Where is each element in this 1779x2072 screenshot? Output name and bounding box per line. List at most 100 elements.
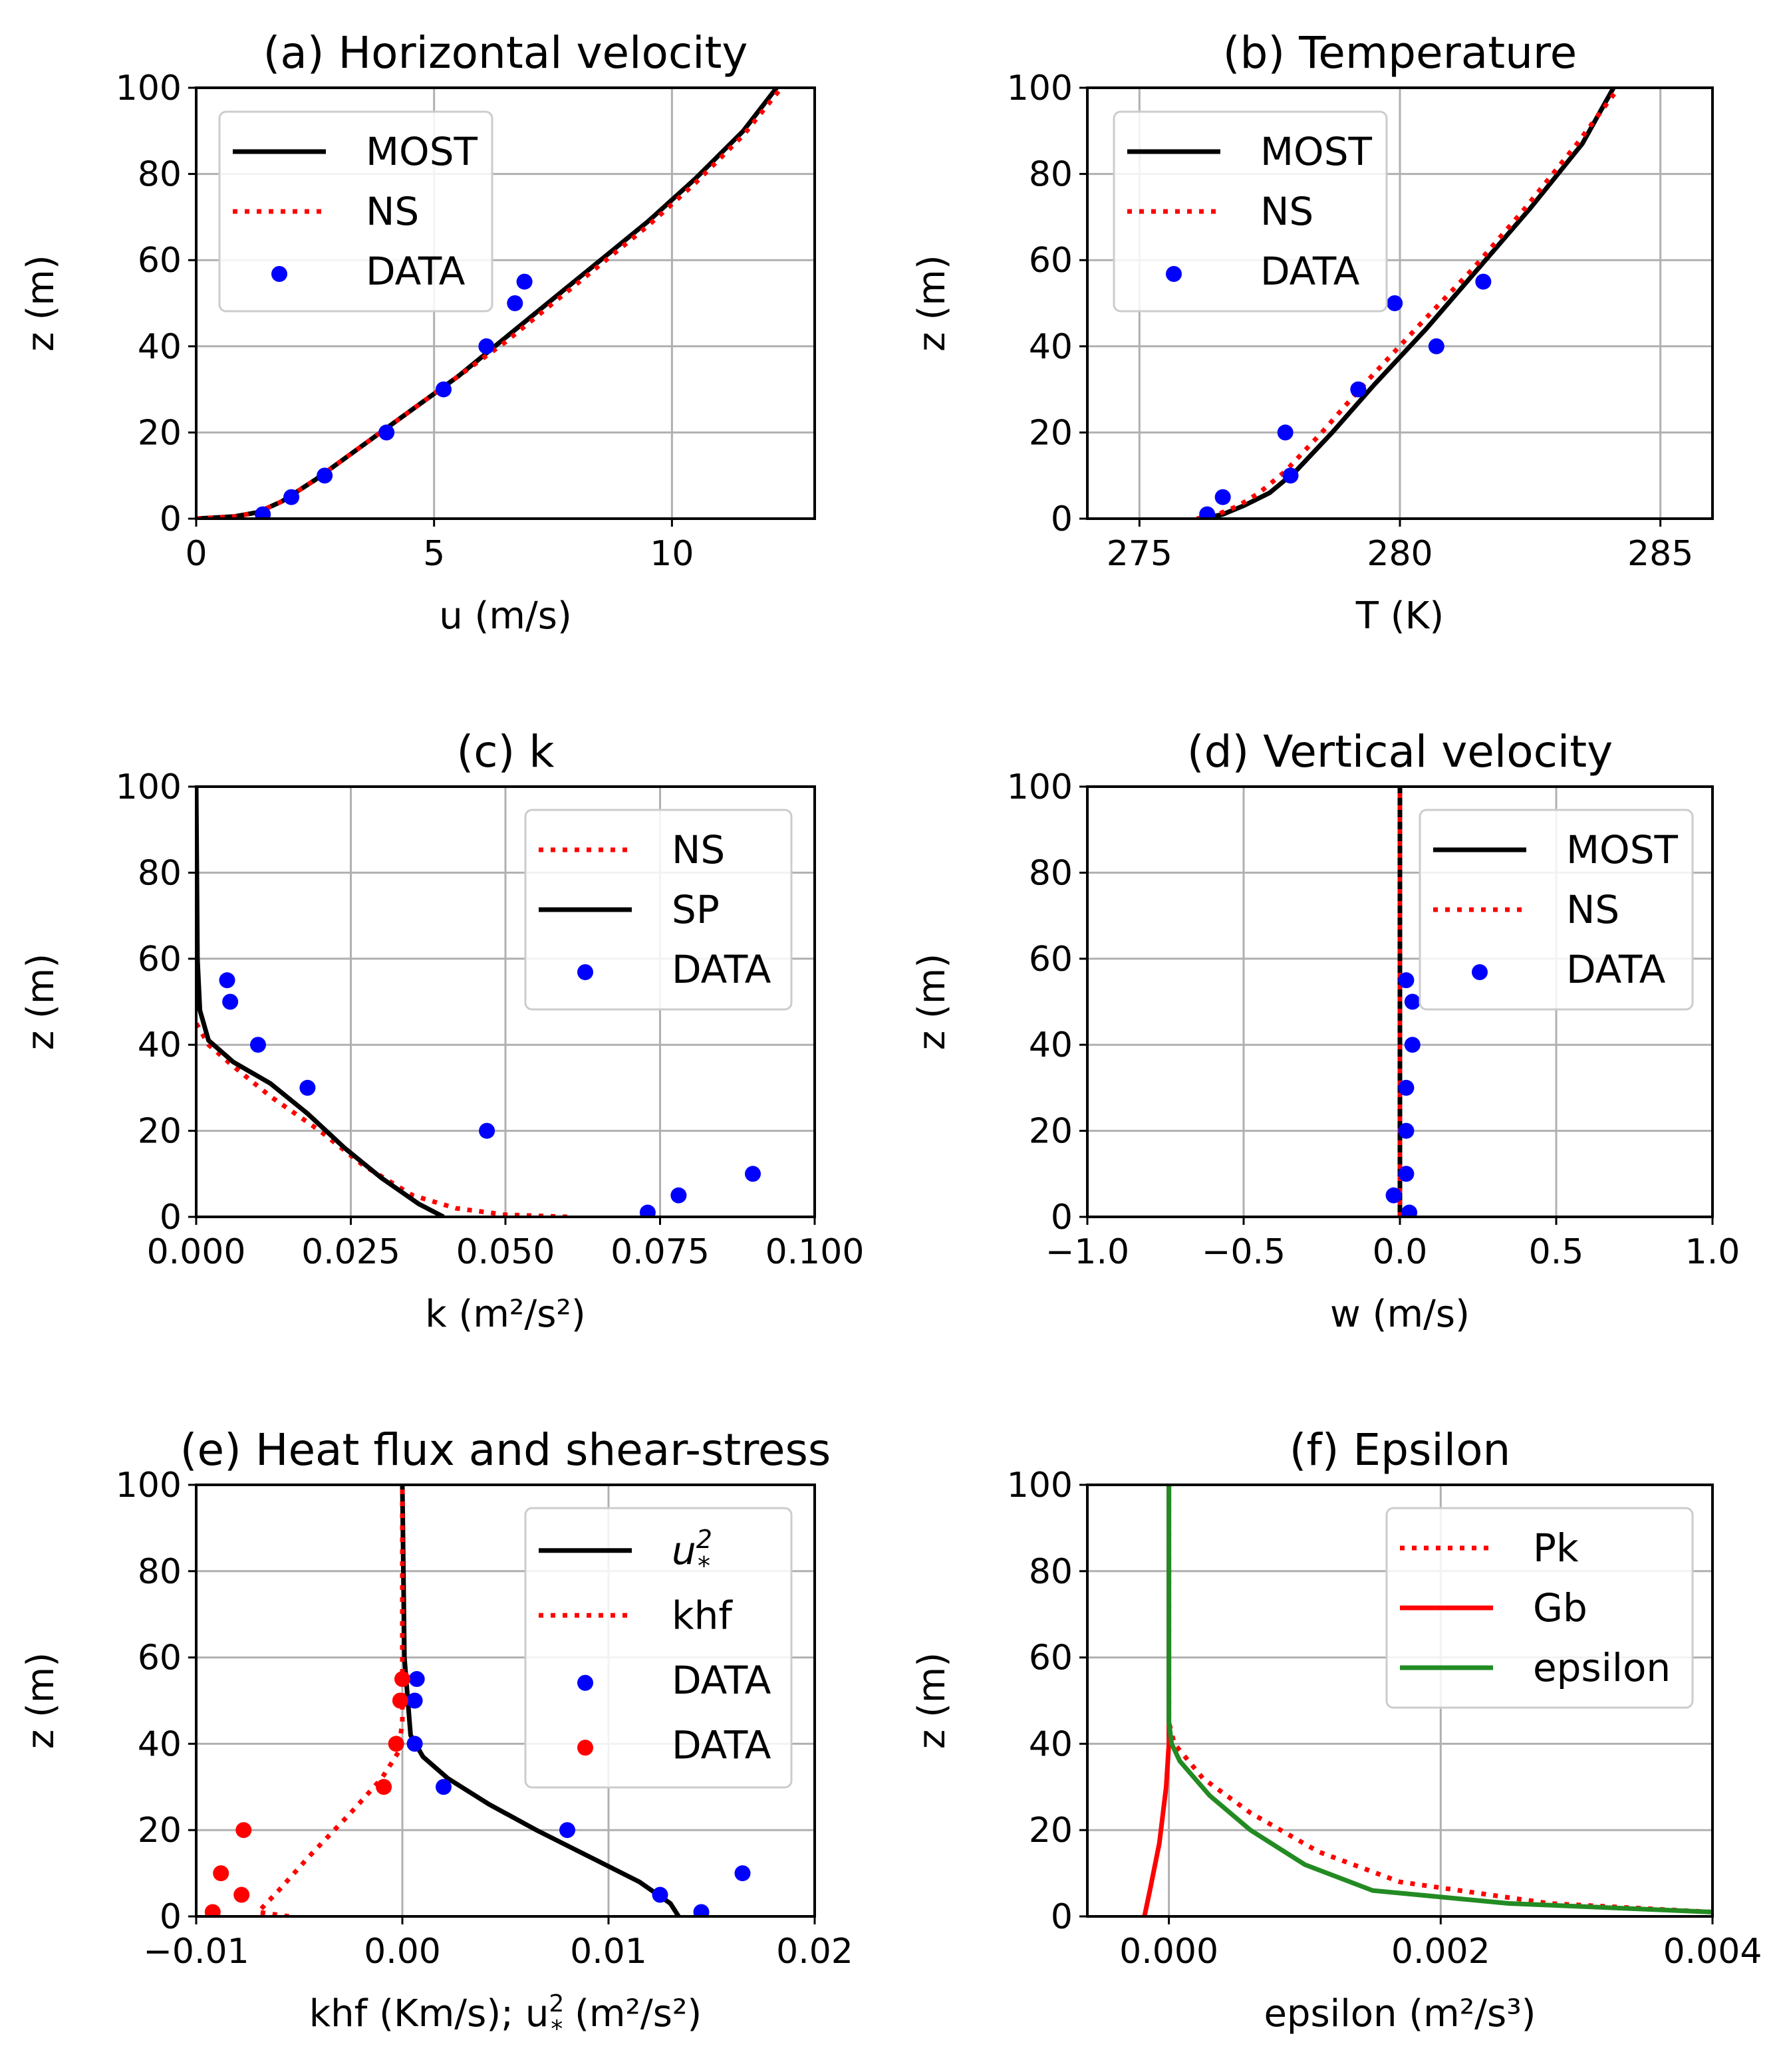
y-tick-label: 20 <box>1029 413 1073 453</box>
x-tick-label: 0.000 <box>1119 1932 1218 1972</box>
x-tick-label: 0.100 <box>765 1232 865 1272</box>
series-data-3-point <box>233 1886 250 1903</box>
legend-label: epsilon <box>1533 1645 1671 1690</box>
series-data-2-point <box>1404 993 1421 1010</box>
x-tick-label: 280 <box>1367 534 1433 574</box>
series-data-2-point <box>734 1865 751 1882</box>
legend: u2 * khf DATA DATA <box>524 1507 793 1789</box>
x-axis-label: k (m²/s²) <box>425 1293 585 1336</box>
series-pk-0-line <box>1166 1485 1712 1914</box>
series-data-2-point <box>1282 467 1299 484</box>
x-axis-label: khf (Km/s); u2 * (m²/s²) <box>309 1990 702 2043</box>
series-data-2-point <box>222 993 239 1010</box>
legend-label: MOST <box>366 129 478 174</box>
series-data-2-point <box>1404 1037 1421 1053</box>
legend-label: Pk <box>1533 1525 1579 1571</box>
legend: MOST NS DATA <box>218 110 493 313</box>
series-data-2-point <box>1199 506 1216 519</box>
series-sp-1-line <box>196 787 445 1217</box>
y-axis-label: z (m) <box>19 1652 63 1749</box>
legend-label: DATA <box>672 947 771 992</box>
y-tick-label: 80 <box>1029 853 1073 893</box>
legend: Pk Gb epsilon <box>1385 1507 1694 1709</box>
y-axis-label: z (m) <box>19 255 63 351</box>
series-data-2-point <box>436 1779 452 1795</box>
y-tick-label: 40 <box>1029 1724 1073 1764</box>
legend-label: DATA <box>1566 947 1666 992</box>
y-tick-label: 40 <box>138 1025 182 1065</box>
y-tick-label: 60 <box>1029 1638 1073 1678</box>
series-data-2-point <box>652 1886 668 1903</box>
legend-label: SP <box>672 887 720 932</box>
series-ns-1-line <box>196 88 783 519</box>
series-data-3-point <box>394 1671 410 1688</box>
x-tick-label: −0.01 <box>143 1932 249 1972</box>
y-axis-label: z (m) <box>910 255 954 351</box>
legend-marker <box>577 1740 593 1756</box>
x-tick-label: 0.002 <box>1391 1932 1490 1972</box>
legend-marker <box>1166 266 1182 282</box>
y-tick-label: 20 <box>1029 1811 1073 1851</box>
series-data-2-point <box>408 1671 425 1688</box>
y-tick-label: 20 <box>138 413 182 453</box>
y-tick-label: 40 <box>1029 1025 1073 1065</box>
legend-label: NS <box>366 189 419 234</box>
x-tick-label: 0.5 <box>1529 1232 1584 1272</box>
series-data-2-point <box>479 1122 495 1139</box>
x-tick-label: 5 <box>423 534 445 574</box>
series-gb-1-line <box>1142 1485 1172 1916</box>
panel-c: 0.000 0.025 0.050 0.075 0.100 0 20 40 60 80 100 (c)… <box>19 726 864 1336</box>
x-tick-label: 275 <box>1107 534 1172 574</box>
y-tick-label: 100 <box>116 68 182 108</box>
series-data-2-point <box>507 295 523 311</box>
x-tick-label: 0.025 <box>301 1232 400 1272</box>
series-data-2-point <box>283 489 300 505</box>
axes-frame <box>1086 1484 1714 1918</box>
x-tick-label: 0.004 <box>1663 1932 1762 1972</box>
x-axis-label: u (m/s) <box>439 594 572 638</box>
x-tick-label: −1.0 <box>1045 1232 1129 1272</box>
series-data-2-point <box>299 1079 316 1096</box>
panel-title: (a) Horizontal velocity <box>263 27 748 78</box>
series-data-3-point <box>213 1865 229 1882</box>
series-khf-1-line <box>253 1485 405 1916</box>
y-tick-label: 60 <box>138 241 182 281</box>
x-tick-label: 0.075 <box>611 1232 710 1272</box>
panel-f: 0.000 0.002 0.004 0 20 40 60 80 100 (f) Epsilon z … <box>910 1424 1762 2035</box>
x-tick-label: 0.0 <box>1373 1232 1428 1272</box>
panel-title: (c) k <box>457 726 555 777</box>
series-ns-1-line <box>1196 88 1621 519</box>
x-tick-label: 1.0 <box>1685 1232 1740 1272</box>
series-ns-0-line <box>196 1022 568 1217</box>
y-tick-label: 60 <box>138 940 182 979</box>
series-data-2-point <box>516 273 533 290</box>
series-data-2-point <box>250 1037 266 1053</box>
y-axis-label: z (m) <box>910 954 954 1050</box>
y-tick-label: 0 <box>160 1198 182 1237</box>
y-tick-label: 0 <box>160 499 182 539</box>
y-tick-label: 100 <box>116 767 182 807</box>
series-data-2-point <box>693 1904 710 1916</box>
legend-label: DATA <box>672 1722 771 1767</box>
series-data-3-point <box>204 1904 221 1916</box>
legend-marker <box>1472 964 1488 980</box>
legend-label: khf <box>672 1593 733 1638</box>
series-data-2-point <box>1398 1079 1415 1096</box>
series-most-0-line <box>1201 88 1616 519</box>
x-tick-label: 0.000 <box>147 1232 246 1272</box>
y-tick-label: 100 <box>1007 1466 1073 1505</box>
panel-title: (f) Epsilon <box>1290 1424 1511 1476</box>
series-data-2-point <box>255 506 271 519</box>
legend-marker <box>577 964 593 980</box>
legend-label: NS <box>1260 189 1313 234</box>
panel-e: −0.01 0.00 0.01 0.02 0 20 40 60 80 100(e) Heat fl… <box>19 1424 853 2043</box>
series-data-2-point <box>436 381 452 398</box>
legend-label: MOST <box>1260 129 1373 174</box>
axes-frame <box>195 1484 816 1918</box>
series-data-2-point <box>1214 489 1231 505</box>
legend-label: DATA <box>1260 249 1360 294</box>
y-tick-label: 100 <box>1007 767 1073 807</box>
legend-label: u2 * <box>672 1525 712 1581</box>
y-tick-label: 60 <box>1029 940 1073 979</box>
